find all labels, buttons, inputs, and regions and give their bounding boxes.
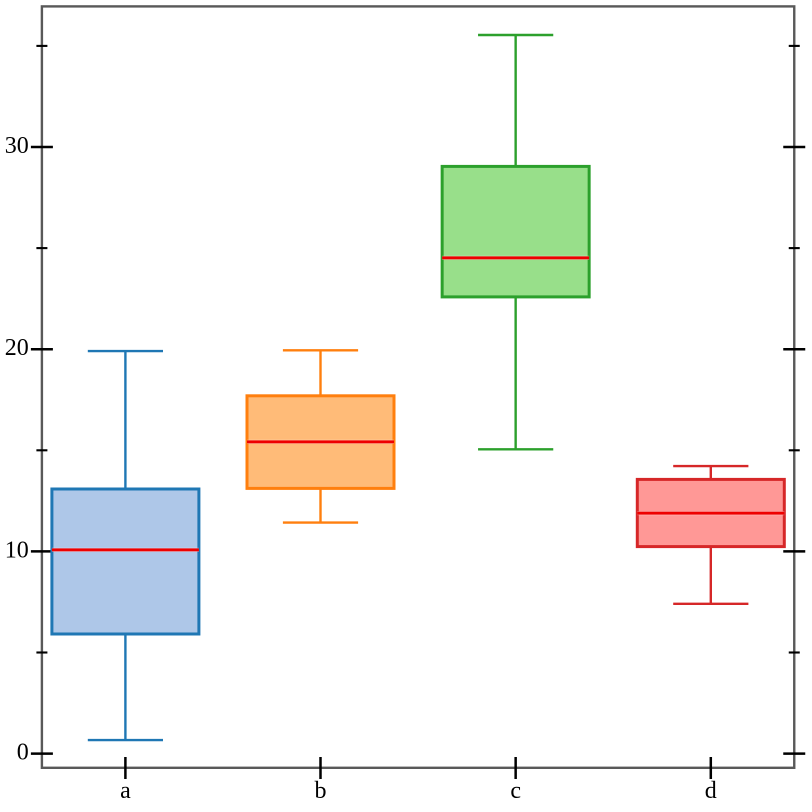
svg-text:20: 20 <box>5 335 29 361</box>
svg-text:10: 10 <box>5 537 29 563</box>
svg-text:0: 0 <box>17 740 29 766</box>
svg-text:b: b <box>315 778 327 804</box>
svg-text:a: a <box>120 778 131 804</box>
svg-text:30: 30 <box>5 133 29 159</box>
svg-text:d: d <box>705 778 717 804</box>
svg-text:c: c <box>510 778 521 804</box>
